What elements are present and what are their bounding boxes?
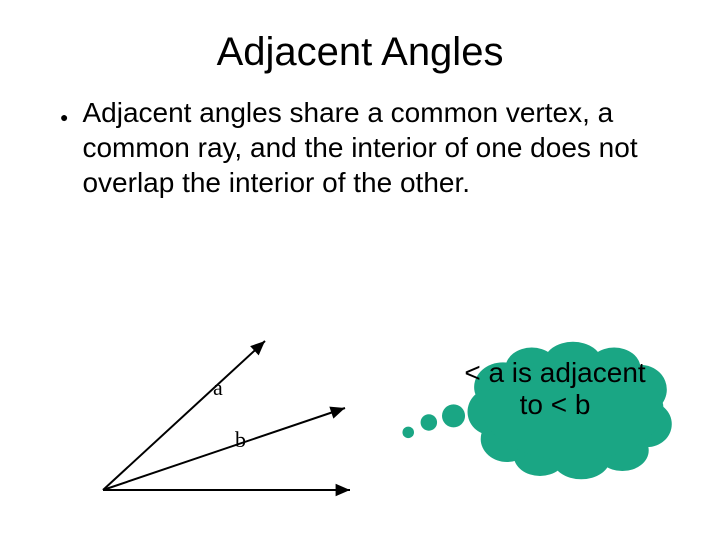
angle-label-b: b — [235, 427, 246, 453]
bullet-text: Adjacent angles share a common vertex, a… — [82, 95, 660, 200]
angle-svg — [95, 335, 355, 505]
lower-region: a b < a is adjacent to < b — [0, 335, 720, 535]
angle-diagram: a b — [95, 335, 355, 505]
cloud-text: < a is adjacent to < b — [460, 357, 650, 421]
bullet-marker: ● — [60, 109, 68, 127]
bullet-row: ● Adjacent angles share a common vertex,… — [0, 95, 720, 200]
angle-label-a: a — [213, 375, 223, 401]
thought-cloud: < a is adjacent to < b — [400, 335, 680, 505]
slide-title: Adjacent Angles — [0, 0, 720, 95]
